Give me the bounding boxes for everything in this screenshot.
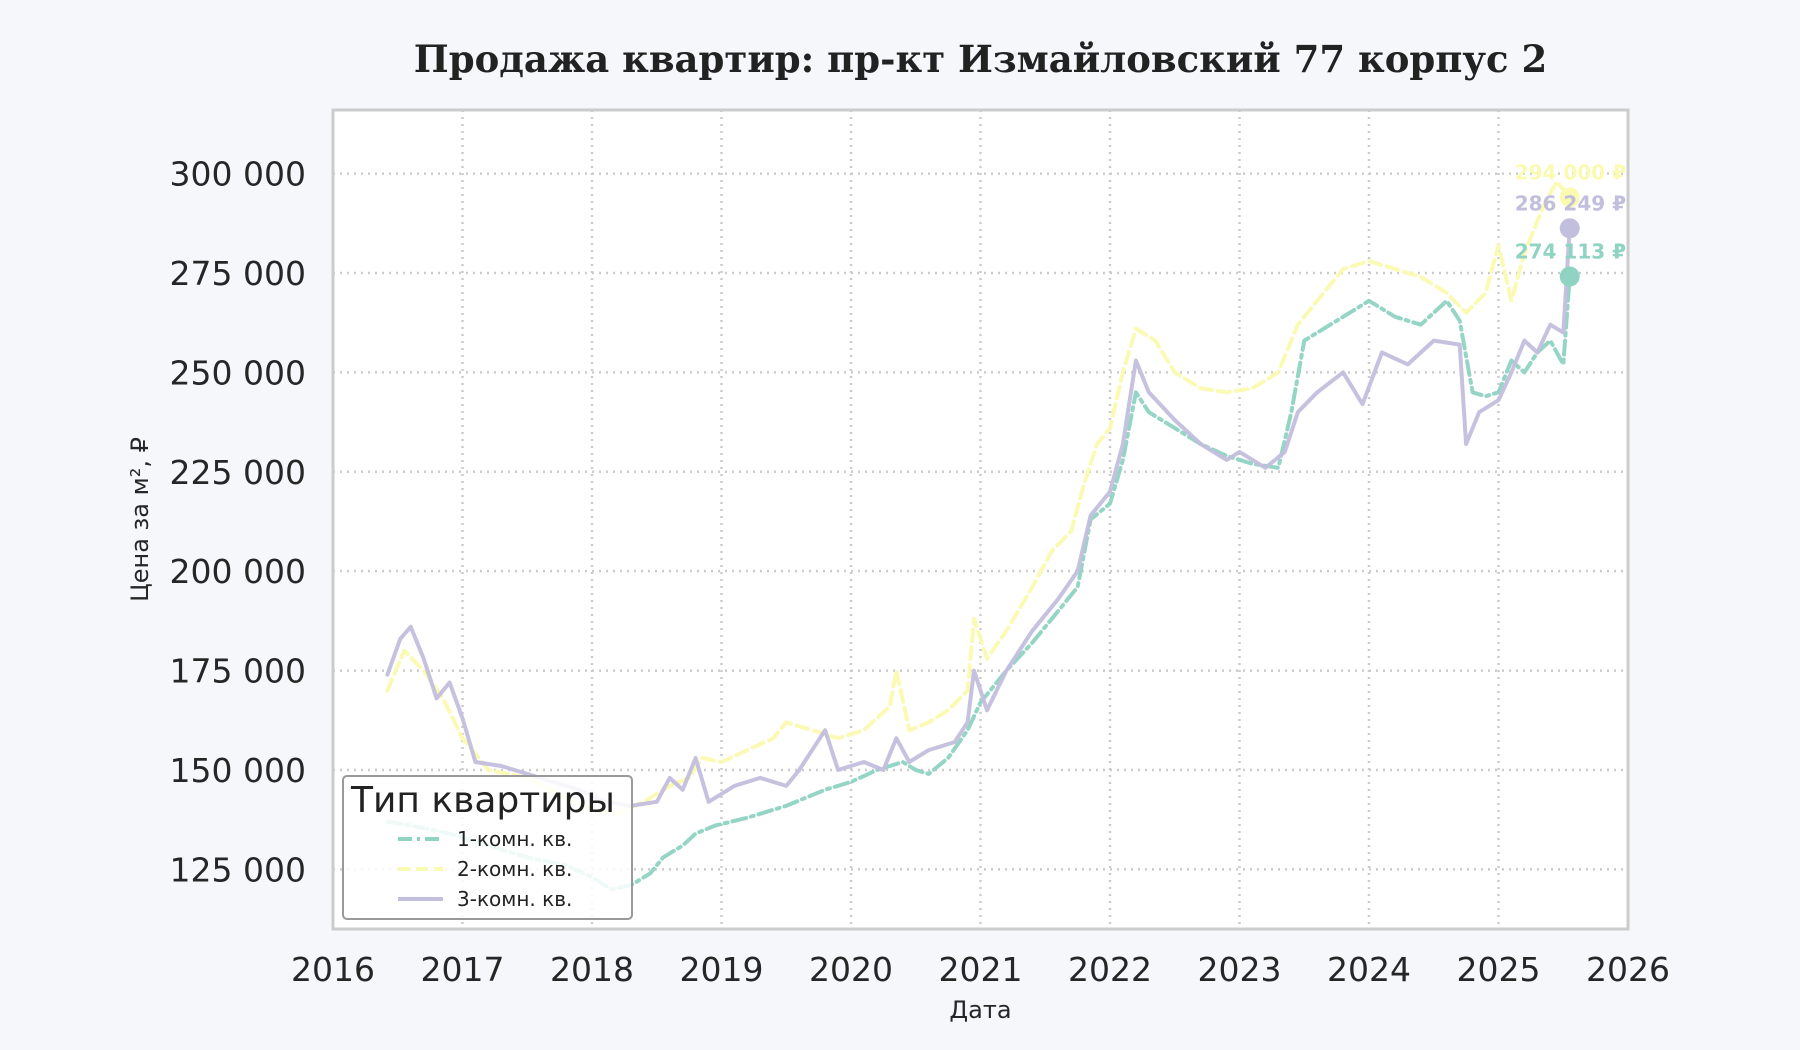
x-axis: 2016 2017 2018 2019 2020 2021 2022 2023 2024 2025…: [291, 950, 1670, 989]
x-tick-label: 2024: [1327, 950, 1411, 989]
series-end-label: 274 113 ₽: [1515, 240, 1626, 264]
chart-title: Продажа квартир: пр-кт Измайловский 77 к…: [414, 37, 1547, 81]
x-tick-label: 2017: [421, 950, 505, 989]
y-tick-label: 125 000: [170, 850, 306, 889]
y-tick-label: 275 000: [170, 254, 306, 293]
y-tick-label: 300 000: [170, 155, 306, 194]
legend-item-label: 2-комн. кв.: [457, 857, 572, 881]
y-tick-label: 225 000: [170, 453, 306, 492]
x-tick-label: 2025: [1457, 950, 1541, 989]
legend: Тип квартиры 1-комн. кв. 2-комн. кв. 3-ком…: [342, 775, 633, 920]
series-line: [385, 274, 1572, 892]
legend-box: [342, 775, 633, 920]
series-end-label: 294 000 ₽: [1515, 160, 1626, 184]
series-end-marker: [1559, 266, 1580, 287]
legend-item-label: 3-комн. кв.: [457, 887, 572, 911]
series-end-marker: [1559, 218, 1580, 239]
x-tick-label: 2023: [1198, 950, 1282, 989]
x-tick-label: 2021: [939, 950, 1023, 989]
series-end-marker: [1559, 187, 1580, 208]
legend-item-label: 1-комн. кв.: [457, 827, 572, 851]
x-tick-label: 2022: [1068, 950, 1152, 989]
y-tick-label: 175 000: [170, 652, 306, 691]
y-tick-label: 200 000: [170, 552, 306, 591]
x-axis-label: Дата: [949, 996, 1011, 1024]
series-end-label: 286 249 ₽: [1515, 191, 1626, 215]
y-axis: 125 000 150 000 175 000 200 000 225 000 250 0…: [170, 155, 306, 890]
y-axis-label: Цена за м², ₽: [126, 437, 154, 602]
x-tick-label: 2016: [291, 950, 375, 989]
end-markers: 274 113 ₽ 294 000 ₽ 286 249 ₽: [1515, 160, 1626, 287]
x-tick-label: 2018: [550, 950, 634, 989]
x-tick-label: 2020: [809, 950, 893, 989]
legend-title: Тип квартиры: [350, 780, 615, 821]
y-tick-label: 150 000: [170, 751, 306, 790]
x-tick-label: 2026: [1586, 950, 1670, 989]
x-tick-label: 2019: [680, 950, 764, 989]
y-tick-label: 250 000: [170, 353, 306, 392]
